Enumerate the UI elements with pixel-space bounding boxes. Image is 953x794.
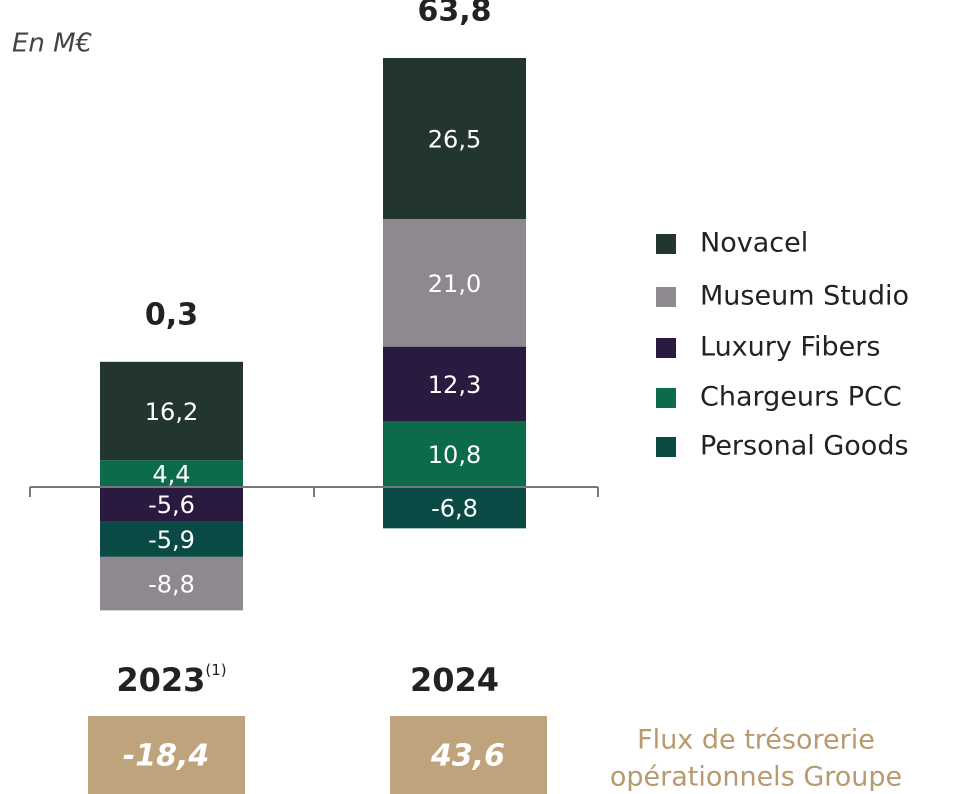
legend-swatch [656,234,676,254]
data-label: -5,6 [148,491,195,519]
data-label: -5,9 [148,526,195,554]
legend-swatch [656,338,676,358]
legend-swatch [656,388,676,408]
category-text: 2023 [116,661,205,699]
category-label: 2024 [410,661,499,699]
data-label: 4,4 [152,461,190,489]
data-label: 16,2 [145,398,198,426]
cash-flow-box [390,716,547,794]
data-label: 26,5 [428,126,481,154]
legend-label: Chargeurs PCC [700,382,902,413]
category-label: 2023(1) [116,661,226,700]
bar-segment [383,346,526,422]
cash-flow-box [88,716,245,794]
bar-segment [100,487,243,522]
legend-label: Personal Goods [700,431,909,462]
bar-segment [383,421,526,487]
subtitle: En M€ [12,29,92,59]
cash-flow-caption: opérationnels Groupe [610,762,902,793]
cash-flow-value: 43,6 [430,739,505,774]
total-label: 63,8 [417,0,491,29]
category-text: 2024 [410,661,499,699]
legend-label: Museum Studio [700,281,909,312]
data-label: -6,8 [431,495,478,523]
bar-segment [100,521,243,557]
bar-segment [100,361,243,461]
data-label: 12,3 [428,371,481,399]
legend-swatch [656,287,676,307]
legend-swatch [656,437,676,457]
category-note: (1) [205,661,226,679]
cash-flow-caption: Flux de trésorerie [637,725,875,756]
legend-label: Novacel [700,228,808,259]
bar-segment [100,556,243,611]
bar-segment [383,487,526,529]
data-label: -8,8 [148,571,195,599]
data-label: 21,0 [428,270,481,298]
total-label: 0,3 [145,297,198,332]
legend-label: Luxury Fibers [700,332,880,363]
bar-segment [383,58,526,220]
bar-segment [100,460,243,487]
cash-flow-value: -18,4 [123,739,209,774]
data-label: 10,8 [428,441,481,469]
bar-segment [383,219,526,347]
